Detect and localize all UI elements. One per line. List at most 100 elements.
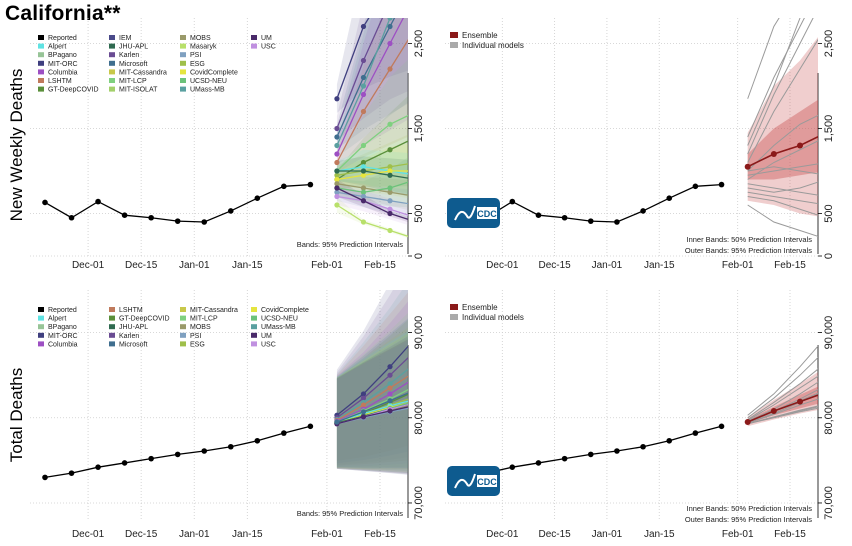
legend-label: JHU-APL: [119, 324, 148, 331]
point-Columbia: [334, 151, 340, 157]
legend-swatch: [180, 78, 186, 83]
panel-total-right: Dec-01 Dec-15 Jan-01 Jan-15 Feb-01 Feb-15 70,0…: [445, 290, 835, 540]
point-PSI: [360, 193, 367, 200]
point-JHU-APL: [387, 172, 393, 178]
legend-swatch: [38, 332, 44, 338]
individual-model-line: [747, 181, 818, 193]
y-tick-label: 70,000: [413, 486, 425, 520]
legend-label: Karlen: [119, 333, 139, 340]
y-tick-label: 80,000: [823, 401, 835, 435]
legend-swatch: [180, 52, 186, 58]
panel-new-weekly-left: Dec-01 Dec-15 Jan-01 Jan-15 Feb-01 Feb-15 0 500…: [7, 18, 425, 271]
series-line-Karlen: [336, 18, 384, 129]
legend-swatch: [38, 307, 44, 312]
series-line-Masaryk: [336, 204, 408, 237]
ensemble-point: [823, 389, 829, 395]
legend-label: PSI: [190, 333, 201, 340]
x-tick-label: Feb-01: [722, 529, 754, 540]
prediction-band: [336, 18, 408, 157]
legend-label: UCSD-NEU: [190, 78, 227, 85]
reported-point: [174, 218, 181, 224]
legend-label: USC: [261, 44, 276, 51]
reported-point: [121, 460, 128, 466]
prediction-band: [336, 318, 408, 469]
outer-bands-note: Outer Bands: 95% Prediction Intervals: [685, 515, 812, 524]
series-line-Microsoft: [336, 392, 408, 423]
legend-swatch: [38, 315, 44, 321]
point-MIT-LCP: [360, 142, 367, 149]
legend-swatch: [109, 341, 115, 347]
series-line-Columbia: [336, 381, 408, 422]
legend-label: LSHTM: [48, 78, 72, 85]
reported-point: [692, 430, 699, 436]
reported-point: [201, 448, 208, 454]
forecast-group: [744, 18, 818, 237]
x-tick-label: Dec-15: [538, 260, 571, 271]
forecast-group: [334, 290, 419, 476]
x-tick-label: Feb-15: [774, 529, 806, 540]
inner-bands-note: Inner Bands: 50% Prediction Intervals: [687, 504, 813, 513]
point-Columbia: [387, 391, 393, 397]
point-Microsoft: [387, 398, 393, 404]
legend-swatch: [38, 52, 44, 58]
prediction-band: [336, 143, 408, 199]
point-Microsoft: [414, 387, 419, 392]
cdc-logo: CDC: [447, 466, 500, 496]
legend-swatch: [38, 86, 44, 92]
legend-label: Reported: [48, 307, 77, 314]
x-tick-label: Dec-15: [538, 529, 571, 540]
legend-swatch: [109, 307, 115, 312]
panel-new-weekly-right: Dec-01 Dec-15 Jan-01 Jan-15 Feb-01 Feb-15 0 500…: [445, 18, 835, 271]
legend-label: MIT-ORC: [48, 61, 78, 68]
point-MOBS: [387, 189, 393, 195]
x-tick-label: Dec-01: [486, 529, 519, 540]
cdc-logo-text: CDC: [477, 209, 497, 219]
point-Karlen: [387, 372, 393, 378]
legend-swatch: [180, 332, 186, 338]
reported-point: [535, 460, 542, 466]
y-tick-label: 90,000: [413, 316, 425, 350]
individual-model-line: [747, 18, 780, 99]
legend-swatch: [109, 69, 115, 75]
reported-line: [44, 183, 311, 223]
point-UMass-MB: [387, 381, 393, 387]
individual-model-line: [747, 356, 818, 419]
legend-swatch: [180, 341, 186, 347]
legend-label: MOBS: [190, 35, 211, 42]
point-UCSD-NEU: [387, 185, 393, 191]
series-line-MIT-LCP: [336, 114, 408, 172]
legend-label: MIT-Cassandra: [190, 307, 238, 314]
point-Columbia: [414, 374, 419, 379]
point-Alpert: [414, 396, 419, 401]
series-line-UM: [336, 187, 408, 220]
individual-model-line: [747, 114, 818, 172]
reported-point: [640, 443, 646, 450]
ensemble-line: [747, 135, 818, 168]
reported-point: [307, 423, 314, 430]
series-line-LSHTM: [336, 375, 408, 421]
forecast-group: [744, 345, 829, 427]
y-tick-label: 80,000: [413, 401, 425, 435]
point-Karlen: [334, 125, 340, 132]
y-tick-label: 2,500: [413, 30, 425, 58]
point-LSHTM: [334, 159, 340, 166]
legend-swatch: [450, 304, 458, 310]
ensemble-point: [797, 142, 803, 149]
prediction-band: [336, 18, 408, 149]
point-CovidComplete: [334, 176, 340, 183]
series-line-JHU-APL: [336, 170, 408, 179]
legend-label: UM: [261, 35, 272, 42]
legend-label: CovidComplete: [190, 69, 238, 76]
legend-label: Alpert: [48, 44, 66, 51]
legend-swatch: [109, 52, 115, 58]
point-UMass-MB: [334, 142, 340, 149]
point-Microsoft: [334, 134, 340, 140]
legend-label: GT-DeepCOVID: [119, 316, 170, 323]
bands-note: Bands: 95% Prediction Intervals: [297, 509, 404, 518]
individual-model-line: [747, 368, 818, 420]
legend-label: PSI: [190, 52, 201, 59]
x-tick-label: Jan-01: [592, 529, 623, 540]
legend-swatch: [180, 324, 186, 330]
legend-label: UMass-MB: [190, 87, 225, 94]
